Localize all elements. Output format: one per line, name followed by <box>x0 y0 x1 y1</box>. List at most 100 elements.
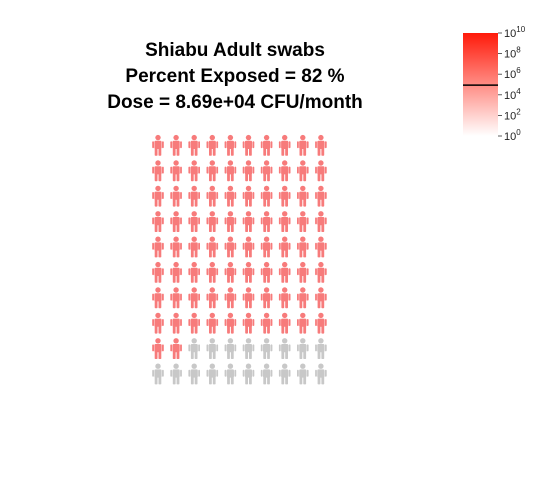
person-icon <box>206 338 219 359</box>
person-icon <box>206 134 219 156</box>
title-line-2: Percent Exposed = 82 % <box>125 66 345 87</box>
person-icon <box>206 211 219 232</box>
person-icon <box>152 134 164 156</box>
person-icon <box>278 363 291 385</box>
person-icon <box>315 134 327 156</box>
person-icon <box>315 160 327 182</box>
person-icon <box>188 261 200 283</box>
person-icon <box>297 287 309 309</box>
person-icon <box>297 312 309 334</box>
person-icon <box>170 338 182 359</box>
person-icon <box>297 160 309 182</box>
person-icon <box>206 287 219 309</box>
person-icon <box>224 261 237 283</box>
person-icon <box>188 160 200 182</box>
person-icon <box>242 236 255 258</box>
person-icon <box>188 134 200 156</box>
person-icon <box>242 287 255 309</box>
person-icon <box>170 134 182 156</box>
person-icon <box>315 185 327 207</box>
person-icon <box>206 185 219 207</box>
person-icon <box>315 287 327 309</box>
legend-tick-label: 106 <box>504 66 521 81</box>
person-icon <box>297 363 309 385</box>
chart-title: Shiabu Adult swabs Percent Exposed = 82 … <box>80 38 390 116</box>
person-icon <box>260 363 273 385</box>
person-icon <box>278 261 291 283</box>
person-icon <box>170 363 182 385</box>
person-icon <box>278 312 291 334</box>
person-icon <box>170 236 182 258</box>
person-icon <box>188 338 200 359</box>
person-icon <box>242 134 255 156</box>
person-icon <box>152 287 164 309</box>
person-icon <box>206 363 219 385</box>
title-line-1: Shiabu Adult swabs <box>145 40 325 61</box>
person-icon <box>170 261 182 283</box>
person-icon <box>260 160 273 182</box>
person-icon <box>170 312 182 334</box>
person-icon <box>224 211 237 232</box>
person-icon <box>170 211 182 232</box>
person-icon <box>242 312 255 334</box>
person-icon <box>242 338 255 359</box>
person-icon <box>260 287 273 309</box>
person-icon <box>224 236 237 258</box>
person-icon <box>260 236 273 258</box>
person-icon <box>260 261 273 283</box>
person-icon <box>260 312 273 334</box>
person-icon <box>260 338 273 359</box>
person-icon <box>278 211 291 232</box>
person-icon <box>224 312 237 334</box>
person-icon <box>260 211 273 232</box>
person-icon <box>152 363 164 385</box>
person-icon <box>260 134 273 156</box>
person-icon <box>260 185 273 207</box>
person-icon <box>315 211 327 232</box>
title-line-3: Dose = 8.69e+04 CFU/month <box>107 92 363 113</box>
person-icon <box>188 211 200 232</box>
person-icon <box>206 236 219 258</box>
person-icon <box>188 236 200 258</box>
person-icon <box>224 287 237 309</box>
person-icon <box>297 236 309 258</box>
legend-tick-label: 100 <box>504 128 521 143</box>
person-icon <box>315 236 327 258</box>
legend-tick-label: 1010 <box>504 25 526 40</box>
person-icon <box>278 338 291 359</box>
person-icon <box>315 338 327 359</box>
person-icon <box>188 363 200 385</box>
person-icon <box>206 312 219 334</box>
person-icon <box>224 338 237 359</box>
person-icon <box>297 211 309 232</box>
person-icon <box>152 185 164 207</box>
person-icon <box>206 261 219 283</box>
person-icon <box>188 185 200 207</box>
person-icon <box>242 261 255 283</box>
person-icon <box>315 363 327 385</box>
person-icon <box>188 312 200 334</box>
person-icon <box>224 160 237 182</box>
person-icon <box>152 160 164 182</box>
person-icon <box>278 134 291 156</box>
person-icon <box>315 312 327 334</box>
person-icon <box>188 287 200 309</box>
person-icon <box>152 236 164 258</box>
person-icon <box>278 160 291 182</box>
person-icon <box>297 261 309 283</box>
person-icon <box>206 160 219 182</box>
person-icon <box>152 312 164 334</box>
person-icon <box>242 185 255 207</box>
person-icon <box>242 160 255 182</box>
person-icon <box>170 160 182 182</box>
person-icon <box>152 261 164 283</box>
person-icon <box>242 211 255 232</box>
person-icon <box>224 185 237 207</box>
person-icon <box>297 338 309 359</box>
person-icon <box>224 363 237 385</box>
legend-tick-label: 104 <box>504 87 521 102</box>
person-icon <box>224 134 237 156</box>
person-icon <box>170 287 182 309</box>
person-icon <box>152 338 164 359</box>
